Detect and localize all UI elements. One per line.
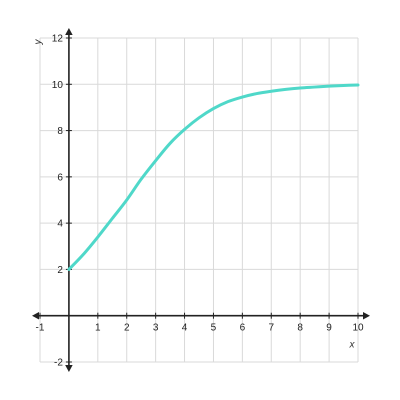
- y-tick-label: 10: [52, 80, 64, 91]
- y-tick-label: -2: [54, 358, 63, 369]
- y-tick-label: 12: [52, 34, 64, 45]
- curve-layer: [67, 83, 360, 271]
- y-tick-label: 2: [57, 265, 63, 276]
- tick-marks: [39, 37, 359, 363]
- x-tick-label: 1: [95, 323, 101, 334]
- x-tick-label: 6: [240, 323, 246, 334]
- function-curve: [67, 83, 360, 271]
- y-tick-label: 6: [57, 172, 63, 183]
- x-tick-label: 5: [211, 323, 217, 334]
- x-tick-label: 2: [124, 323, 130, 334]
- x-tick-label: 3: [153, 323, 159, 334]
- x-tick-label: 4: [182, 323, 188, 334]
- y-axis-up-arrow: [65, 28, 73, 35]
- axes: [32, 28, 370, 372]
- x-tick-label: 8: [297, 323, 303, 334]
- x-axis-left-arrow: [32, 311, 39, 320]
- x-tick-label: 7: [268, 323, 274, 334]
- y-tick-label: 4: [57, 219, 63, 230]
- x-tick-label: -1: [36, 323, 45, 334]
- y-tick-label: 8: [57, 126, 63, 137]
- x-tick-label: 10: [352, 323, 364, 334]
- grid: [39, 37, 359, 363]
- x-axis-right-arrow: [363, 311, 370, 320]
- x-tick-label: 9: [326, 323, 332, 334]
- x-axis-label: x: [349, 340, 356, 351]
- y-axis-down-arrow: [65, 365, 73, 372]
- y-axis-label: y: [33, 39, 44, 46]
